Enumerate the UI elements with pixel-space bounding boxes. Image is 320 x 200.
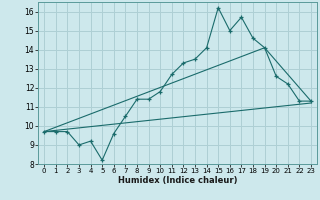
X-axis label: Humidex (Indice chaleur): Humidex (Indice chaleur): [118, 176, 237, 185]
